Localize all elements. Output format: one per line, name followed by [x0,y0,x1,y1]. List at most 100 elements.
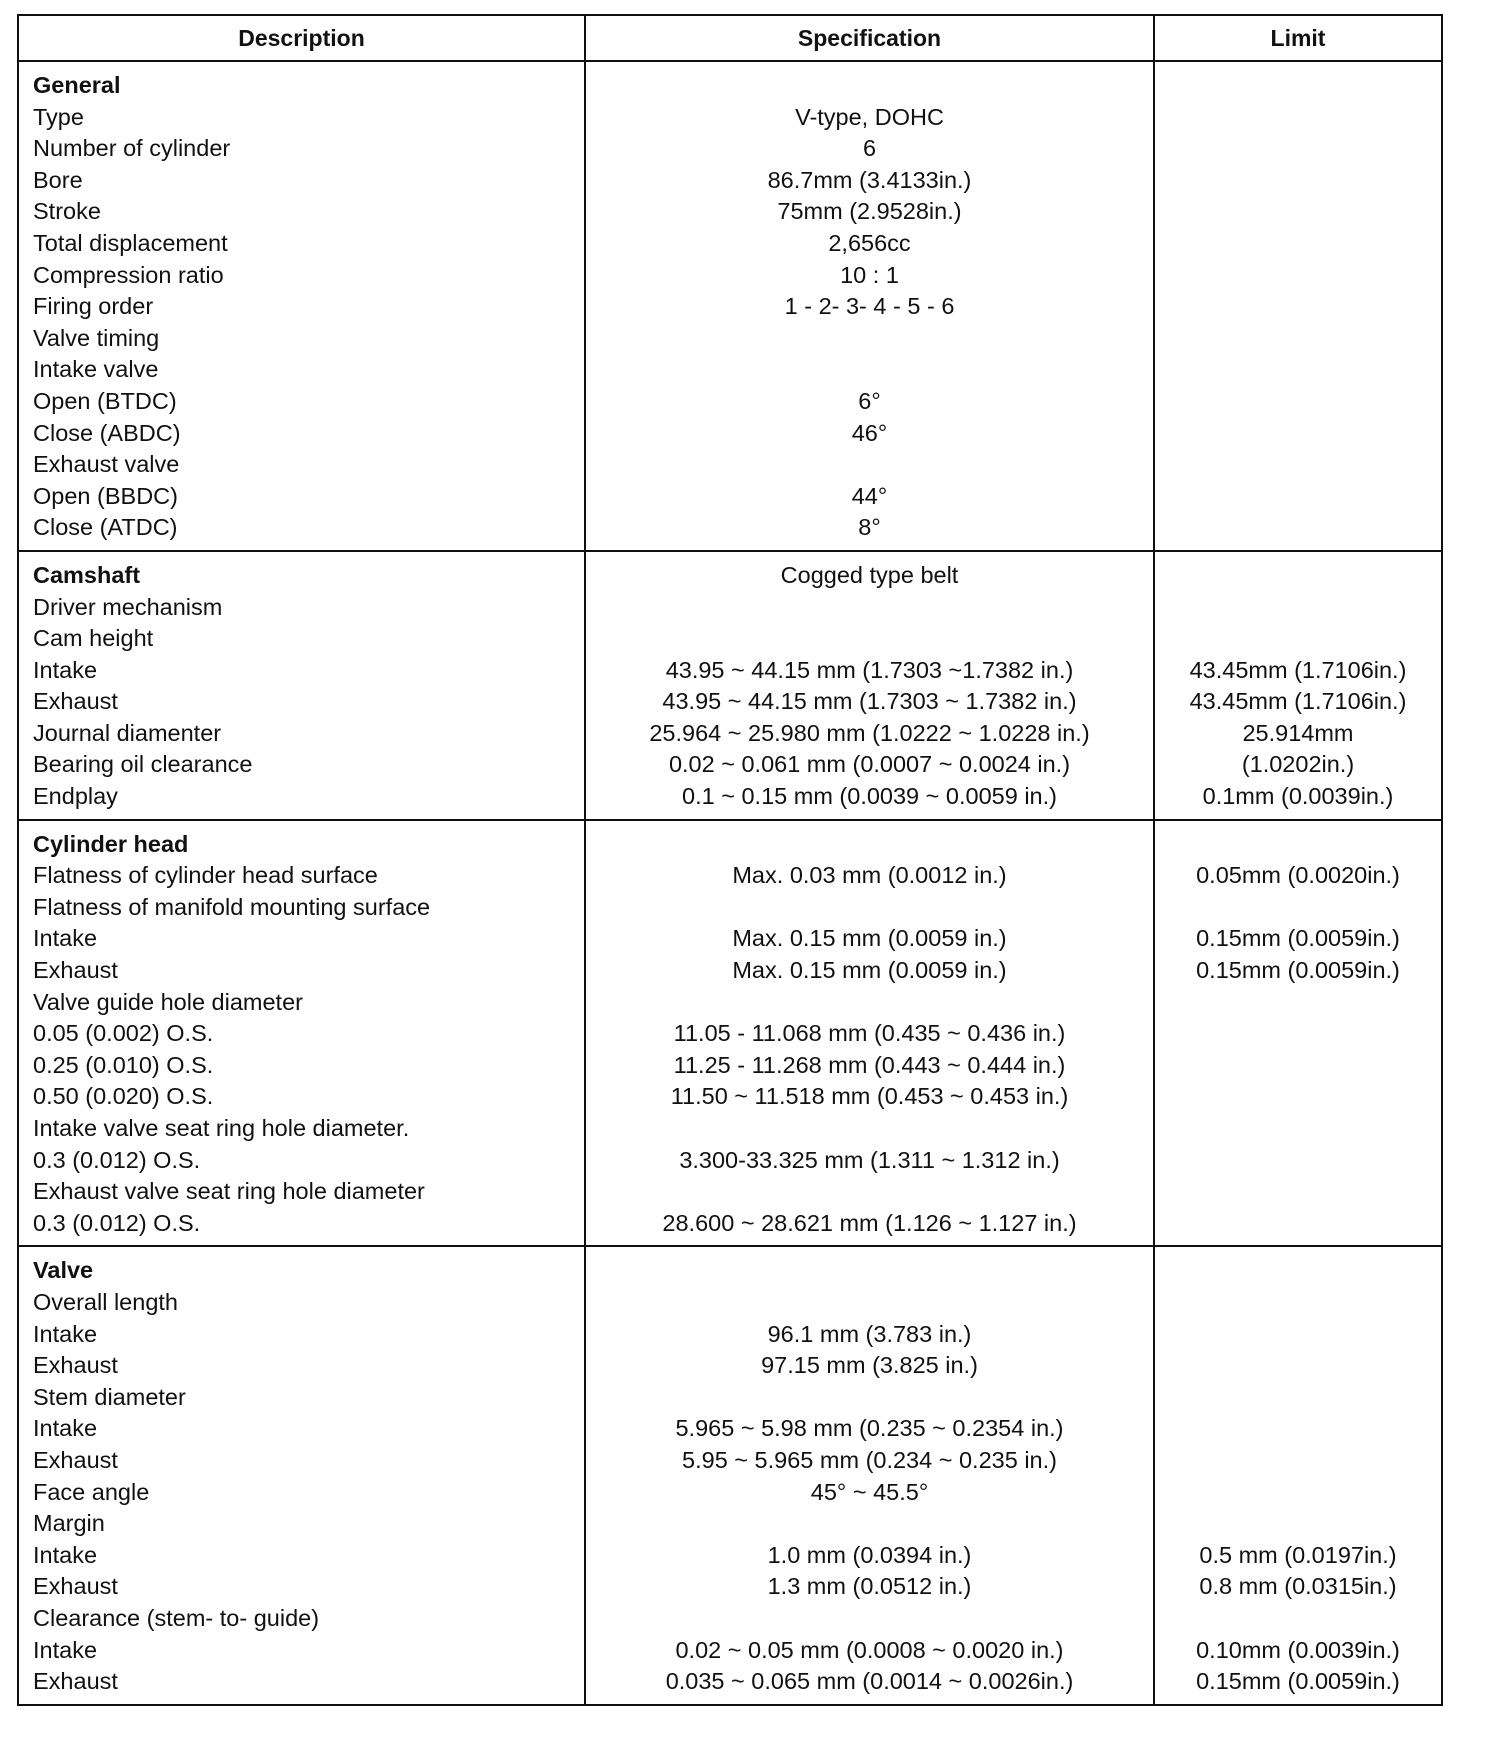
limit-cell [1153,1113,1443,1145]
spec-table: Description Specification Limit General T… [17,14,1443,1706]
table-row: Intake valve seat ring hole diameter. [17,1113,1443,1145]
limit-cell: 25.914mm [1153,717,1443,750]
table-row: Face angle 45° ~ 45.5° [17,1476,1443,1509]
description-cell: Stroke [17,196,586,228]
description-cell: Exhaust valve [17,449,586,481]
table-row: Endplay 0.1 ~ 0.15 mm (0.0039 ~ 0.0059 in… [17,781,1443,820]
header-limit: Limit [1153,14,1443,62]
specification-cell [584,591,1155,624]
limit-cell [1153,1350,1443,1382]
specification-cell: 46° [584,417,1155,450]
specification-cell: 0.02 ~ 0.05 mm (0.0008 ~ 0.0020 in.) [584,1634,1155,1667]
specification-cell [584,322,1155,355]
limit-cell [1153,101,1443,134]
table-row: Open (BTDC) 6° [17,385,1443,418]
specification-cell: 44° [584,480,1155,513]
table-row: Stroke 75mm (2.9528in.) [17,196,1443,228]
limit-cell [1153,133,1443,165]
limit-cell [1153,385,1443,418]
specification-cell: 8° [584,512,1155,551]
section-title-row: Camshaft Cogged type belt [17,550,1443,592]
limit-cell [1153,1381,1443,1414]
limit-cell [1153,819,1443,861]
table-row: Open (BBDC) 44° [17,480,1443,513]
table-row: Exhaust 5.95 ~ 5.965 mm (0.234 ~ 0.235 in… [17,1444,1443,1477]
specification-cell: 43.95 ~ 44.15 mm (1.7303 ~ 1.7382 in.) [584,686,1155,718]
limit-cell: 0.15mm (0.0059in.) [1153,1666,1443,1705]
section-valve: Valve Overall length Intake 96.1 mm (3.783 … [17,1246,1443,1705]
specification-cell: Cogged type belt [584,550,1155,592]
limit-cell [1153,1286,1443,1319]
limit-cell [1153,591,1443,624]
specification-cell [584,1381,1155,1414]
description-cell: Firing order [17,291,586,323]
description-cell: Intake [17,1634,586,1667]
table-row: Driver mechanism [17,591,1443,624]
description-cell: Margin [17,1508,586,1540]
section-title-row: Valve [17,1246,1443,1287]
specification-cell: 0.1 ~ 0.15 mm (0.0039 ~ 0.0059 in.) [584,781,1155,820]
table-row: Intake 96.1 mm (3.783 in.) [17,1318,1443,1351]
section-title: Valve [17,1246,586,1287]
limit-cell: 0.15mm (0.0059in.) [1153,955,1443,987]
limit-cell: 0.15mm (0.0059in.) [1153,923,1443,956]
limit-cell [1153,1413,1443,1445]
limit-cell [1153,986,1443,1019]
limit-cell: 0.1mm (0.0039in.) [1153,781,1443,820]
limit-cell: 0.8 mm (0.0315in.) [1153,1571,1443,1603]
limit-cell [1153,322,1443,355]
table-row: Bearing oil clearance 0.02 ~ 0.061 mm (0.… [17,749,1443,782]
specification-cell [584,1602,1155,1635]
header-description: Description [17,14,586,62]
limit-cell: 43.45mm (1.7106in.) [1153,686,1443,718]
header-row: Description Specification Limit [17,14,1443,62]
table-row: Flatness of cylinder head surface Max. 0.… [17,860,1443,892]
table-row: Stem diameter [17,1381,1443,1414]
description-cell: Exhaust [17,955,586,987]
limit-cell [1153,480,1443,513]
table-row: Exhaust Max. 0.15 mm (0.0059 in.) 0.15mm (… [17,955,1443,987]
description-cell: 0.25 (0.010) O.S. [17,1049,586,1082]
description-cell: Exhaust [17,1350,586,1382]
table-row: 0.3 (0.012) O.S. 28.600 ~ 28.621 mm (1.12… [17,1207,1443,1247]
specification-cell [584,623,1155,655]
limit-cell [1153,1176,1443,1208]
table-row: Exhaust valve seat ring hole diameter [17,1176,1443,1208]
table-row: Compression ratio 10 : 1 [17,259,1443,292]
description-cell: Intake [17,654,586,687]
specification-cell [584,1246,1155,1287]
table-row: Journal diamenter 25.964 ~ 25.980 mm (1.0… [17,717,1443,750]
description-cell: 0.3 (0.012) O.S. [17,1207,586,1247]
table-row: Overall length [17,1286,1443,1319]
table-row: Valve timing [17,322,1443,355]
specification-cell: Max. 0.15 mm (0.0059 in.) [584,923,1155,956]
section-title-row: General [17,61,1443,102]
limit-cell [1153,354,1443,386]
specification-cell: 2,656cc [584,227,1155,260]
limit-cell [1153,417,1443,450]
specification-cell: 11.05 - 11.068 mm (0.435 ~ 0.436 in.) [584,1018,1155,1050]
description-cell: Intake [17,923,586,956]
table-row: 0.25 (0.010) O.S. 11.25 - 11.268 mm (0.44… [17,1049,1443,1082]
specification-cell [584,819,1155,861]
specification-cell: 6° [584,385,1155,418]
table-row: Exhaust 1.3 mm (0.0512 in.) 0.8 mm (0.0315… [17,1571,1443,1603]
specification-cell: Max. 0.03 mm (0.0012 in.) [584,860,1155,892]
description-cell: Intake [17,1413,586,1445]
table-row: Close (ABDC) 46° [17,417,1443,450]
description-cell: Compression ratio [17,259,586,292]
limit-cell [1153,1018,1443,1050]
description-cell: Bearing oil clearance [17,749,586,782]
specification-cell [584,1508,1155,1540]
limit-cell [1153,196,1443,228]
limit-cell [1153,1444,1443,1477]
table-row: Exhaust 0.035 ~ 0.065 mm (0.0014 ~ 0.0026… [17,1666,1443,1705]
limit-cell [1153,1049,1443,1082]
table-row: Exhaust 43.95 ~ 44.15 mm (1.7303 ~ 1.7382… [17,686,1443,718]
description-cell: Exhaust [17,1444,586,1477]
specification-cell: 1.3 mm (0.0512 in.) [584,1571,1155,1603]
header-specification: Specification [584,14,1155,62]
description-cell: Total displacement [17,227,586,260]
limit-cell [1153,449,1443,481]
description-cell: 0.50 (0.020) O.S. [17,1081,586,1113]
